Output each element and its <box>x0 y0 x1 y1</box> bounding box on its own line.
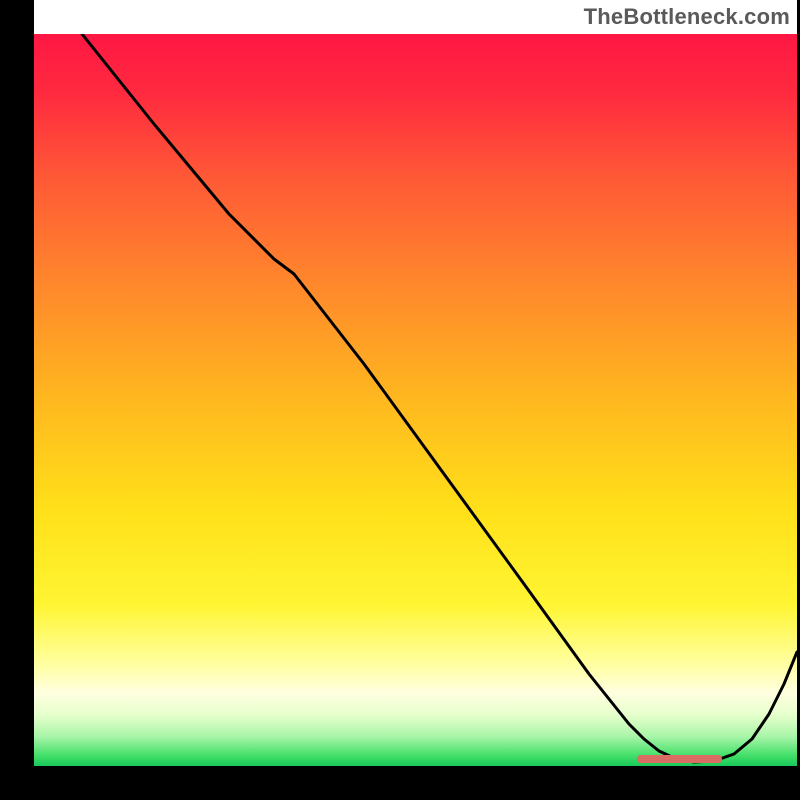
watermark-text: TheBottleneck.com <box>584 4 790 30</box>
frame-left <box>0 0 34 800</box>
frame-bottom <box>0 766 800 800</box>
chart-root: { "watermark": { "text": "TheBottleneck.… <box>0 0 800 800</box>
minimum-highlight-bar <box>637 755 722 763</box>
gradient-background <box>34 34 797 766</box>
